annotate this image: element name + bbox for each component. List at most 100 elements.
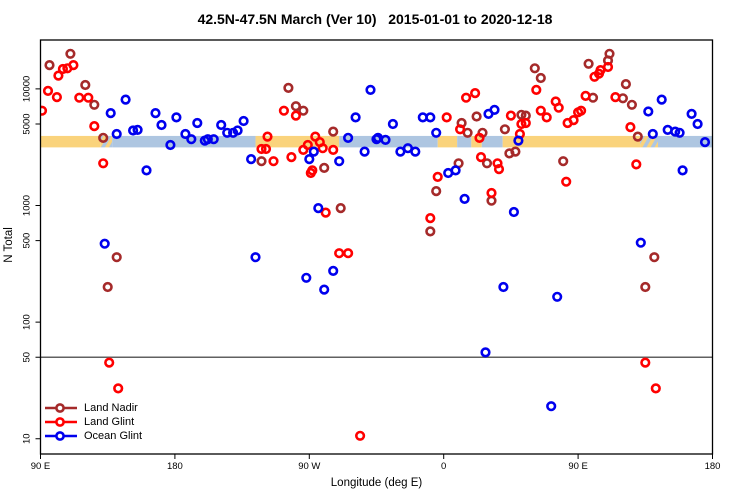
data-point-land-nadir	[604, 48, 615, 59]
data-point-ocean-glint	[365, 84, 376, 95]
data-point-land-nadir	[290, 101, 302, 112]
data-point-land-glint	[355, 430, 366, 441]
data-point-land-glint	[307, 165, 318, 176]
data-point-land-glint	[610, 91, 621, 103]
band-segment-ocean	[457, 135, 472, 148]
chart-title: 42.5N-47.5N March (Ver 10) 2015-01-01 to…	[197, 11, 553, 27]
legend-label: Ocean Glint	[84, 429, 143, 442]
data-point-land-nadir	[632, 131, 643, 142]
data-point-ocean-glint	[132, 124, 143, 135]
data-point-ocean-glint	[450, 165, 461, 176]
data-point-land-glint	[302, 139, 313, 151]
data-point-ocean-glint	[699, 137, 711, 148]
data-point-ocean-glint	[425, 112, 436, 123]
y-tick-label: 5000	[22, 113, 33, 134]
data-point-land-nadir	[510, 146, 521, 157]
data-point-land-glint	[89, 120, 100, 132]
data-point-land-glint	[104, 357, 115, 368]
data-point-land-glint	[83, 92, 94, 103]
data-point-land-glint	[470, 87, 481, 99]
legend-swatch-land-nadir-icon	[45, 402, 77, 413]
data-point-land-glint	[328, 144, 339, 155]
data-point-ocean-glint	[192, 117, 203, 129]
data-point-land-glint	[42, 85, 54, 96]
y-tick-label: 50	[22, 352, 33, 363]
data-point-ocean-glint	[150, 107, 161, 119]
data-point-land-nadir	[328, 126, 339, 137]
data-point-land-glint	[40, 105, 48, 116]
y-tick-label: 500	[22, 233, 33, 249]
data-point-ocean-glint	[508, 206, 520, 218]
data-point-ocean-glint	[431, 127, 442, 138]
data-point-land-glint	[290, 110, 302, 121]
data-point-ocean-glint	[350, 112, 361, 123]
data-point-ocean-glint	[635, 237, 646, 248]
data-point-land-nadir	[319, 162, 330, 173]
data-point-land-glint	[580, 90, 591, 101]
data-point-ocean-glint	[141, 165, 152, 176]
data-point-land-glint	[461, 92, 472, 103]
legend-item-land-nadir: Land Nadir	[44, 401, 142, 414]
legend-label: Land Glint	[84, 415, 135, 428]
data-point-land-nadir	[583, 58, 594, 69]
x-tick-label: 90 E	[31, 461, 51, 472]
band-segment-land	[502, 135, 641, 148]
x-tick-label: 0	[441, 461, 446, 472]
data-point-ocean-glint	[334, 156, 345, 167]
data-point-land-nadir	[431, 186, 442, 197]
band-segment-mixed	[640, 135, 658, 148]
data-point-ocean-glint	[498, 281, 509, 293]
legend-item-ocean-glint: Ocean Glint	[44, 429, 142, 442]
data-point-ocean-glint	[319, 284, 330, 295]
data-point-land-glint	[51, 91, 63, 103]
data-point-ocean-glint	[643, 106, 654, 117]
data-point-land-glint	[650, 383, 661, 394]
data-point-ocean-glint	[186, 134, 197, 145]
data-point-land-glint	[516, 118, 527, 130]
data-point-land-glint	[432, 171, 443, 182]
data-point-ocean-glint	[301, 272, 312, 283]
data-point-land-nadir	[558, 156, 569, 167]
data-point-ocean-glint	[513, 135, 524, 146]
data-point-land-glint	[57, 63, 69, 75]
y-tick-label: 100	[22, 314, 33, 330]
legend: Land Nadir Land Glint Ocean Glint	[44, 401, 142, 442]
data-point-land-glint	[474, 132, 485, 143]
data-point-land-glint	[334, 248, 345, 259]
data-point-land-glint	[568, 114, 579, 126]
data-point-land-nadir	[80, 79, 91, 91]
legend-swatch-ocean-glint-icon	[45, 430, 77, 441]
x-tick-label: 90 E	[568, 461, 588, 472]
data-point-ocean-glint	[313, 203, 324, 214]
data-point-ocean-glint	[238, 115, 249, 127]
data-point-ocean-glint	[304, 154, 315, 165]
data-point-land-nadir	[620, 78, 632, 90]
data-point-land-nadir	[44, 59, 55, 71]
data-point-land-nadir	[535, 72, 546, 84]
data-point-ocean-glint	[250, 252, 261, 263]
x-tick-label: 180	[167, 461, 183, 472]
data-point-ocean-glint	[105, 107, 116, 119]
data-point-land-glint	[343, 248, 354, 259]
data-point-ocean-glint	[308, 146, 319, 157]
data-point-land-nadir	[256, 156, 267, 167]
data-point-land-glint	[475, 152, 487, 163]
data-point-ocean-glint	[552, 291, 563, 302]
data-point-ocean-glint	[328, 265, 339, 277]
band-segment-land	[255, 135, 340, 148]
data-point-land-glint	[625, 121, 636, 133]
legend-swatch-land-glint-icon	[45, 416, 77, 427]
data-point-land-glint	[561, 176, 572, 187]
data-point-ocean-glint	[387, 118, 399, 130]
band-segment-land	[437, 135, 458, 148]
data-point-land-glint	[317, 143, 328, 154]
data-point-ocean-glint	[156, 119, 167, 131]
data-point-land-glint	[425, 213, 436, 224]
data-point-ocean-glint	[216, 119, 227, 131]
data-point-ocean-glint	[246, 154, 257, 165]
data-point-land-glint	[602, 61, 614, 73]
data-point-ocean-glint	[120, 94, 131, 105]
data-point-ocean-glint	[686, 108, 697, 119]
